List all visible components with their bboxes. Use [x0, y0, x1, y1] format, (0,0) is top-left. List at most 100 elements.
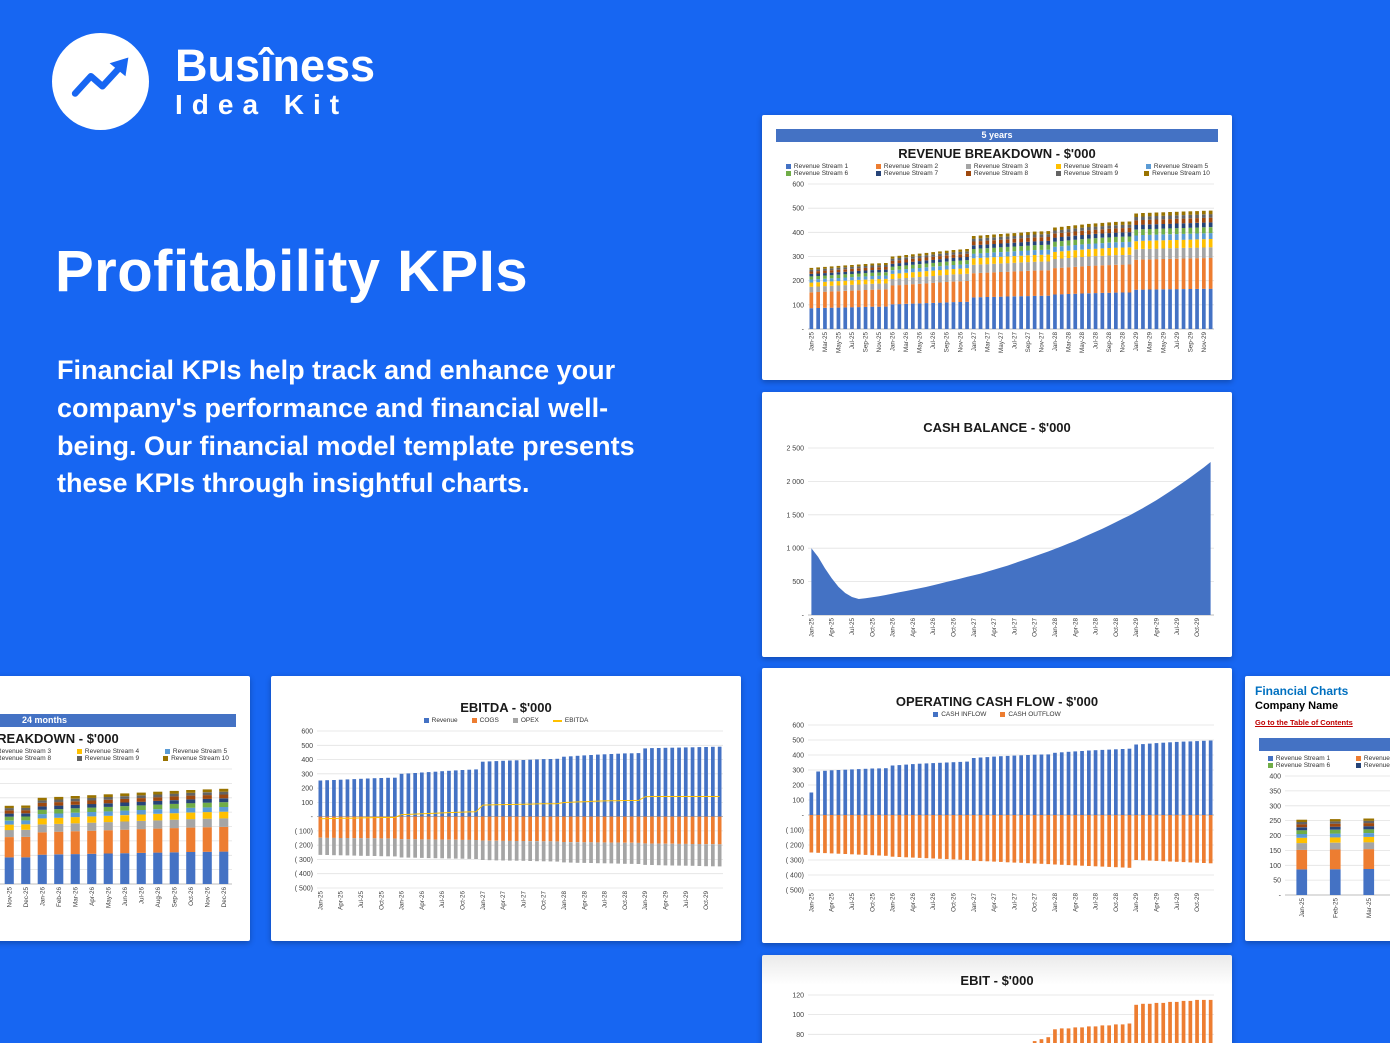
svg-text:Sep-26: Sep-26	[944, 332, 951, 353]
svg-text:Jan-27: Jan-27	[971, 332, 978, 352]
svg-text:Oct-26: Oct-26	[188, 887, 195, 906]
svg-text:Apr-27: Apr-27	[991, 893, 998, 912]
svg-text:-: -	[802, 613, 805, 620]
operating-cash-flow-card: OPERATING CASH FLOW - $'000 CASH INFLOW C…	[762, 668, 1232, 943]
svg-text:Jul-28: Jul-28	[1093, 332, 1100, 350]
svg-text:Jul-25: Jul-25	[849, 332, 856, 350]
svg-text:Oct-29: Oct-29	[1194, 893, 1201, 912]
svg-text:Nov-27: Nov-27	[1038, 332, 1045, 353]
svg-text:Mar-25: Mar-25	[822, 332, 829, 352]
svg-text:( 500): ( 500)	[786, 888, 804, 895]
chart-legend-ocf: CASH INFLOW CASH OUTFLOW	[772, 711, 1222, 718]
svg-text:-: -	[311, 814, 314, 821]
svg-text:200: 200	[792, 783, 804, 790]
svg-text:400: 400	[792, 230, 804, 237]
svg-text:Sep-29: Sep-29	[1187, 332, 1194, 353]
svg-text:Jan-26: Jan-26	[890, 332, 897, 352]
svg-text:Dec-26: Dec-26	[221, 887, 228, 908]
chart-title-ebit: EBIT - $'000	[960, 973, 1034, 988]
legend-item: Revenue Stream 10	[1132, 170, 1222, 177]
svg-text:Jul-27: Jul-27	[1011, 893, 1018, 911]
revenue-breakdown-24m-chart: -50100150200250300350400Jan-25Feb-25Mar-…	[0, 764, 240, 922]
legend-item: Revenue Stream 6	[772, 170, 862, 177]
svg-text:Nov-25: Nov-25	[876, 332, 883, 353]
page-title: Profitability KPIs	[55, 239, 529, 304]
svg-text:Jul-29: Jul-29	[683, 891, 690, 909]
legend-item: EBITDA	[552, 717, 588, 724]
chart-legend-ebitda: Revenue COGS OPEX EBITDA	[281, 717, 731, 724]
legend-item: CASH INFLOW	[933, 711, 986, 718]
svg-text:Jan-29: Jan-29	[642, 891, 649, 911]
svg-text:Jan-28: Jan-28	[561, 891, 568, 911]
svg-text:Jul-27: Jul-27	[1011, 618, 1018, 636]
legend-item: Revenue Stream 2	[1343, 755, 1390, 762]
svg-text:Apr-28: Apr-28	[581, 891, 588, 910]
svg-text:Mar-29: Mar-29	[1147, 332, 1154, 352]
svg-text:Apr-28: Apr-28	[1072, 893, 1079, 912]
svg-text:( 100): ( 100)	[295, 828, 313, 835]
svg-text:Jul-26: Jul-26	[930, 618, 937, 636]
svg-text:2 000: 2 000	[786, 479, 804, 486]
svg-text:200: 200	[792, 278, 804, 285]
svg-text:Mar-28: Mar-28	[1066, 332, 1073, 352]
svg-text:Jan-28: Jan-28	[1052, 332, 1059, 352]
company-name: Company Name	[1255, 700, 1339, 712]
svg-text:Feb-26: Feb-26	[56, 887, 63, 907]
svg-text:Sep-25: Sep-25	[863, 332, 870, 353]
svg-text:( 500): ( 500)	[295, 886, 313, 893]
svg-text:Oct-28: Oct-28	[1113, 618, 1120, 637]
svg-text:600: 600	[301, 729, 313, 736]
svg-text:2 500: 2 500	[786, 446, 804, 453]
svg-text:Nov-25: Nov-25	[6, 887, 13, 908]
brand-subname: Idea Kit	[175, 88, 349, 120]
svg-text:300: 300	[301, 771, 313, 778]
svg-text:Aug-26: Aug-26	[155, 887, 162, 908]
legend-item: Revenue Stream 10	[152, 755, 240, 762]
svg-text:May-26: May-26	[105, 887, 112, 908]
svg-text:500: 500	[301, 743, 313, 750]
svg-text:Jan-27: Jan-27	[480, 891, 487, 911]
svg-text:Jan-25: Jan-25	[808, 332, 815, 352]
operating-cash-flow-chart: ( 500) ( 400) ( 300) ( 200) ( 100) - 100 200 300…	[772, 720, 1222, 928]
period-badge-24-months: 24 months	[0, 714, 236, 727]
legend-item: COGS	[471, 717, 499, 724]
svg-text:Jan-29: Jan-29	[1133, 332, 1140, 352]
svg-text:Jan-28: Jan-28	[1052, 893, 1059, 913]
svg-text:Feb-25: Feb-25	[1332, 898, 1339, 918]
chart-title-ocf: OPERATING CASH FLOW - $'000	[895, 694, 1099, 709]
svg-text:Apr-25: Apr-25	[338, 891, 345, 910]
svg-text:Jul-28: Jul-28	[1093, 618, 1100, 636]
svg-text:100: 100	[792, 798, 804, 805]
svg-text:Apr-26: Apr-26	[419, 891, 426, 910]
svg-text:350: 350	[1269, 788, 1281, 795]
legend-item: Revenue Stream 9	[64, 755, 152, 762]
svg-text:Jan-26: Jan-26	[39, 887, 46, 907]
legend-item: Revenue	[423, 717, 458, 724]
svg-text:Sep-28: Sep-28	[1106, 332, 1113, 353]
svg-text:Apr-29: Apr-29	[1154, 618, 1161, 637]
svg-text:250: 250	[1269, 818, 1281, 825]
chart-title-cash-balance: CASH BALANCE - $'000	[923, 420, 1071, 435]
svg-text:Jan-29: Jan-29	[1133, 618, 1140, 638]
svg-text:Apr-27: Apr-27	[500, 891, 507, 910]
svg-text:Jul-29: Jul-29	[1174, 618, 1181, 636]
financial-charts-title: Financial Charts	[1255, 684, 1349, 698]
svg-text:Sep-26: Sep-26	[171, 887, 178, 908]
svg-text:Apr-25: Apr-25	[829, 618, 836, 637]
legend-item: Revenue Stream 2	[862, 163, 952, 170]
revenue-breakdown-5y-card: 5 years REVENUE BREAKDOWN - $'000 Revenu…	[762, 115, 1232, 380]
svg-text:Oct-27: Oct-27	[1032, 618, 1039, 637]
svg-text:Jul-27: Jul-27	[1011, 332, 1018, 350]
svg-text:Oct-29: Oct-29	[703, 891, 710, 910]
svg-text:300: 300	[792, 254, 804, 261]
svg-text:Oct-26: Oct-26	[460, 891, 467, 910]
svg-text:Jul-26: Jul-26	[138, 887, 145, 905]
svg-text:300: 300	[1269, 803, 1281, 810]
chart-title-revenue-5y: REVENUE BREAKDOWN - $'000	[898, 146, 1096, 161]
svg-text:Jul-28: Jul-28	[1093, 893, 1100, 911]
revenue-breakdown-5y-chart: - 100 200 300 400 500 600 Jan-25 Mar-25 May-25 Jul…	[772, 179, 1222, 367]
svg-text:500: 500	[792, 579, 804, 586]
table-of-contents-link[interactable]: Go to the Table of Contents	[1255, 718, 1353, 727]
svg-text:-: -	[802, 327, 805, 334]
